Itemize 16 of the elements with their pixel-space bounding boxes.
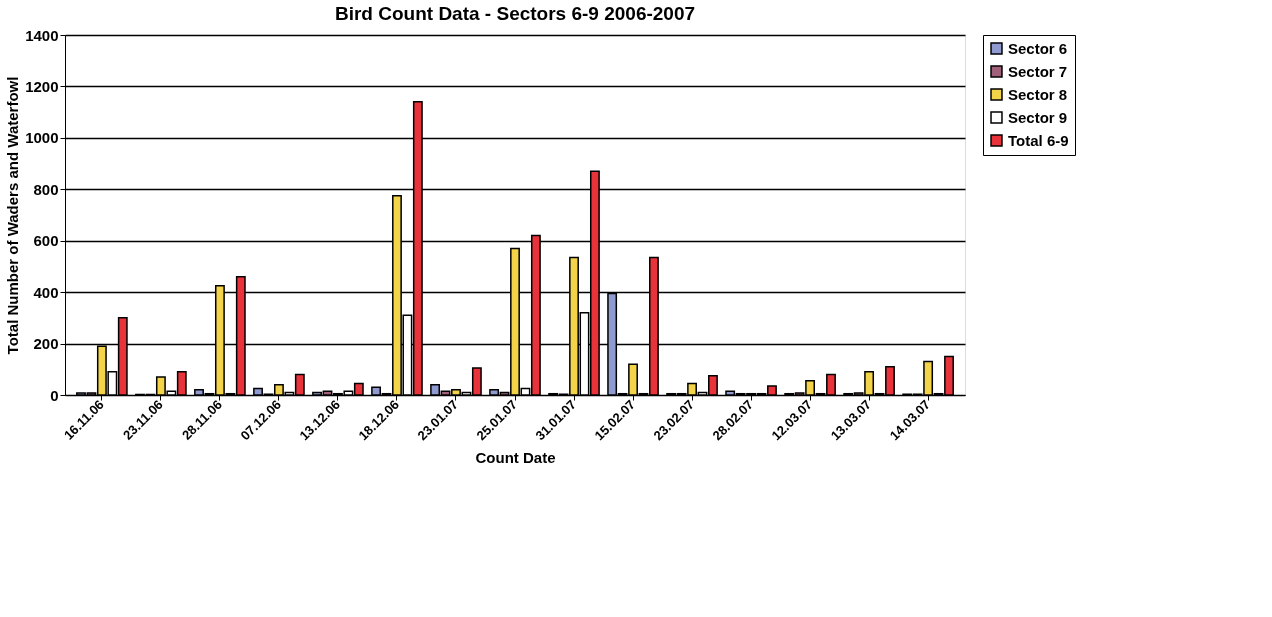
y-tick-label: 200: [33, 335, 59, 353]
legend-label: Total 6-9: [1008, 131, 1069, 149]
y-tick-label: 400: [33, 283, 59, 301]
legend-label: Sector 7: [1008, 62, 1068, 80]
y-tick-label: 800: [33, 180, 59, 198]
x-axis-title: Count Date: [475, 449, 556, 467]
chart-title: Bird Count Data - Sectors 6-9 2006-2007: [334, 3, 696, 24]
y-tick-label: 600: [33, 232, 59, 250]
y-tick-label: 1000: [25, 129, 59, 147]
legend-label: Sector 9: [1008, 108, 1068, 126]
legend-label: Sector 8: [1008, 85, 1068, 103]
y-tick-label: 1400: [25, 26, 59, 44]
y-tick-label: 0: [50, 386, 59, 404]
y-tick-label: 1200: [25, 77, 59, 95]
y-axis-title: Total Number of Waders and Waterfowl: [4, 76, 22, 355]
legend-label: Sector 6: [1008, 39, 1068, 57]
